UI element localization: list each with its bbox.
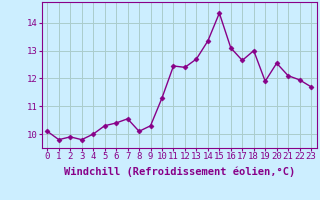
- X-axis label: Windchill (Refroidissement éolien,°C): Windchill (Refroidissement éolien,°C): [64, 167, 295, 177]
